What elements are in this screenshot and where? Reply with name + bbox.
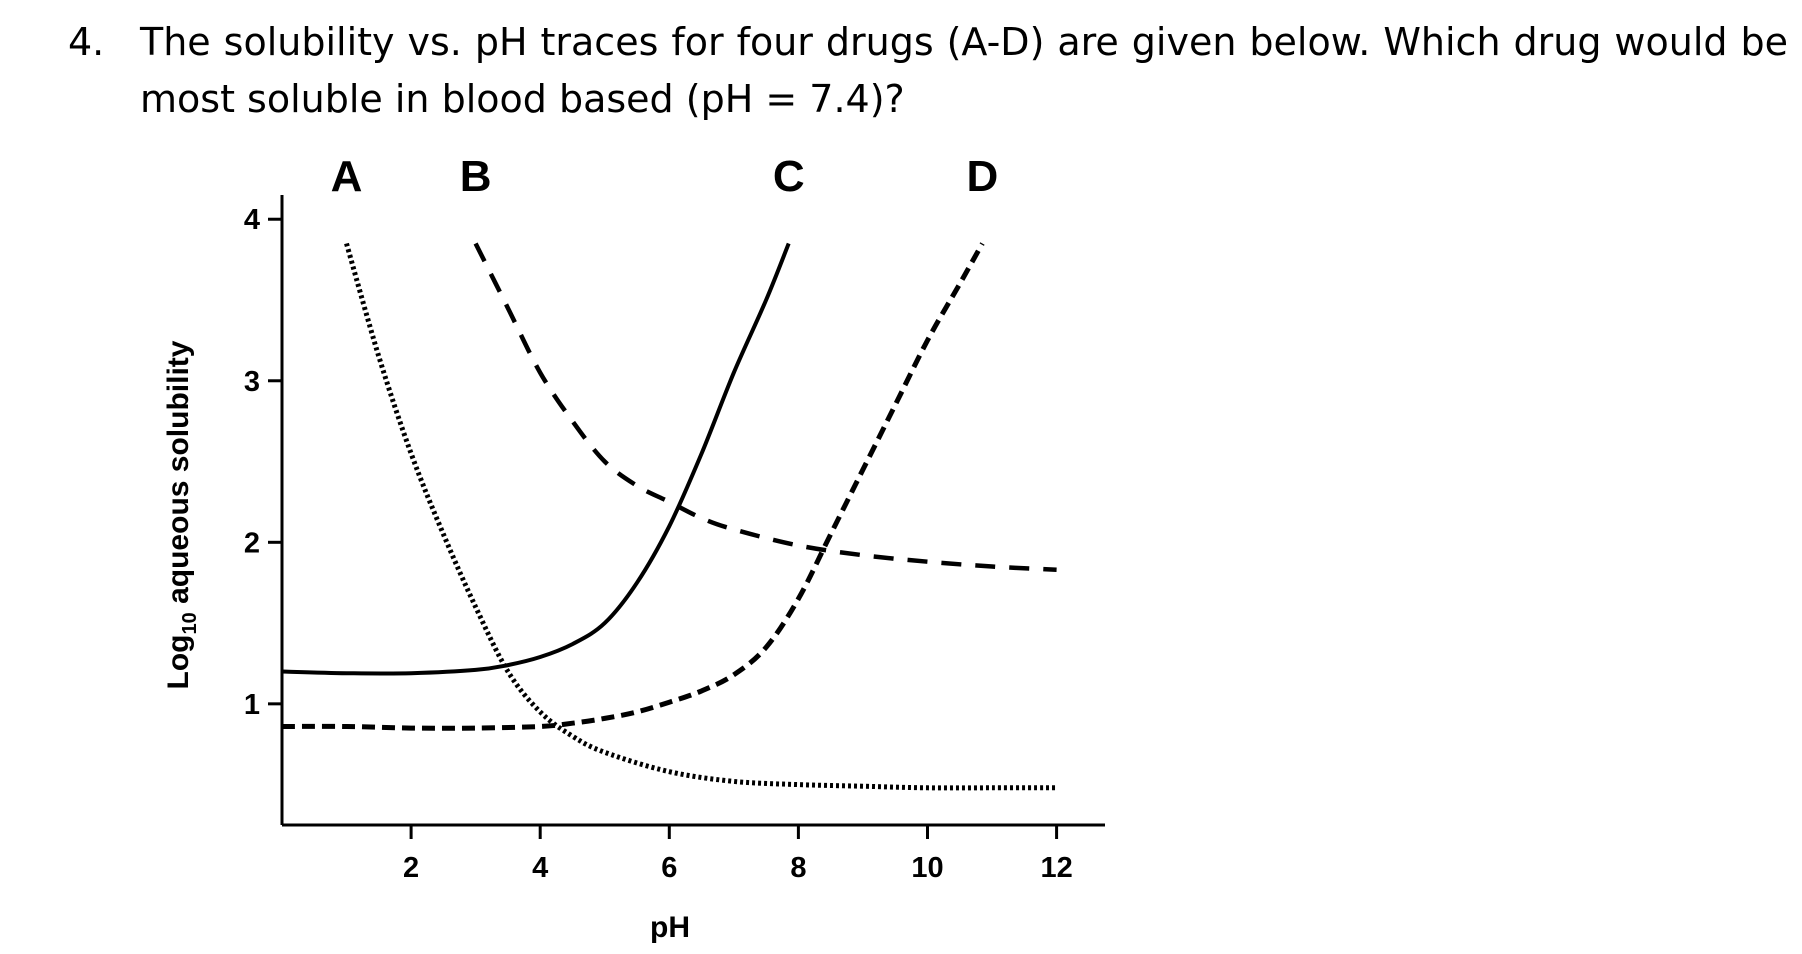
series-label-d: D xyxy=(966,152,998,201)
series-label-b: B xyxy=(460,152,492,201)
question-number: 4. xyxy=(68,20,105,64)
series-line-c xyxy=(281,242,791,676)
y-tick-label: 4 xyxy=(244,204,260,236)
x-tick-label: 2 xyxy=(403,852,419,884)
y-tick-label: 1 xyxy=(244,689,260,721)
y-tick-label: 3 xyxy=(244,366,260,398)
x-tick-label: 4 xyxy=(532,852,548,884)
chart-axes xyxy=(280,195,1105,827)
series-line-a xyxy=(344,242,1057,791)
x-tick-label: 6 xyxy=(661,852,677,884)
chart-series xyxy=(281,242,1057,791)
series-line-b xyxy=(473,242,1057,573)
series-labels: A B C D xyxy=(331,152,999,201)
series-line-d xyxy=(281,242,985,731)
question-text-line-1: The solubility vs. pH traces for four dr… xyxy=(140,20,1788,64)
x-tick-label: 12 xyxy=(1040,852,1072,884)
y-axis-label-subscript: 10 xyxy=(179,612,201,634)
series-label-a: A xyxy=(331,152,363,201)
x-tick-label: 10 xyxy=(911,852,943,884)
x-axis-label: pH xyxy=(650,911,690,944)
y-tick-label: 2 xyxy=(244,527,260,559)
y-axis-label-rest: aqueous solubility xyxy=(162,340,195,612)
y-axis-label-main: Log xyxy=(162,634,195,689)
y-axis-label: Log10 aqueous solubility xyxy=(162,340,201,689)
question-text-line-2: most soluble in blood based (pH = 7.4)? xyxy=(140,77,905,121)
x-tick-label: 8 xyxy=(790,852,806,884)
series-label-c: C xyxy=(773,152,805,201)
question: 4. The solubility vs. pH traces for four… xyxy=(68,14,1788,128)
